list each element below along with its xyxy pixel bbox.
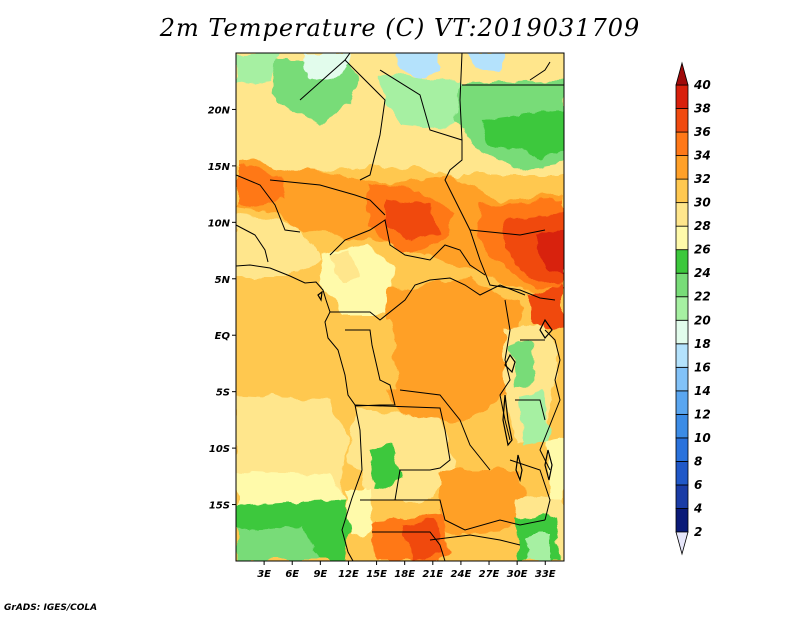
colorbar-bin [675, 249, 689, 274]
lon-tick-label: 33E [535, 569, 556, 580]
colorbar-tick-label: 32 [694, 172, 711, 186]
colorbar-tick-label: 12 [694, 407, 711, 421]
lon-tick-label: 24E [451, 569, 472, 580]
colorbar-bin [675, 155, 689, 180]
colorbar-bin [675, 343, 689, 368]
map-title: 2m Temperature (C) VT:2019031709 [159, 14, 641, 42]
grads-credit: GrADS: IGES/COLA [4, 603, 98, 613]
colorbar-tick-label: 28 [694, 219, 711, 233]
colorbar-tick-label: 38 [694, 102, 711, 116]
lat-tick-label: 20N [208, 105, 231, 116]
colorbar-under-triangle [675, 531, 689, 556]
colorbar-bin [675, 178, 689, 204]
plot-frame [235, 52, 565, 562]
colorbar-tick-label: 6 [694, 478, 702, 492]
lon-tick-label: 27E [479, 569, 500, 580]
colorbar-tick-label: 10 [694, 431, 711, 445]
colorbar-bin [675, 202, 689, 227]
colorbar-bin [675, 84, 689, 109]
colorbar-tick-label: 26 [694, 243, 711, 257]
lon-tick-label: 3E [257, 569, 271, 580]
colorbar-tick-label: 18 [694, 337, 711, 351]
latitude-axis: 20N 15N 10N 5N EQ 5S 10S 15S [208, 105, 236, 512]
colorbar-tick-label: 24 [694, 266, 711, 280]
lat-tick-label: 10S [209, 444, 230, 455]
colorbar-bin [675, 272, 689, 298]
colorbar-bin [675, 366, 689, 392]
colorbar-bin [675, 225, 689, 251]
colorbar-bin [675, 108, 689, 133]
colorbar-tick-label: 14 [694, 384, 711, 398]
colorbar-bin [675, 461, 689, 486]
colorbar-tick-label: 22 [694, 290, 711, 304]
lat-tick-label: 10N [208, 218, 231, 229]
colorbar-bin [675, 319, 689, 345]
colorbar-bin [675, 437, 689, 462]
temperature-field [236, 53, 564, 561]
lat-tick-label: 5S [216, 388, 230, 399]
lon-tick-label: 18E [394, 569, 415, 580]
colorbar-bin [675, 508, 689, 533]
longitude-axis: 3E 6E 9E 12E 15E 18E 21E 24E 27E 30E 33E [257, 561, 556, 580]
lon-tick-label: 9E [313, 569, 327, 580]
lon-tick-label: 30E [507, 569, 528, 580]
lat-tick-label: 5N [215, 275, 231, 286]
colorbar-tick-label: 40 [693, 78, 711, 92]
colorbar-tick-label: 34 [694, 149, 711, 163]
colorbar-tick-label: 8 [694, 454, 702, 468]
lon-tick-label: 6E [285, 569, 299, 580]
colorbar-tick-label: 16 [694, 360, 711, 374]
colorbar-bin [675, 390, 689, 415]
lat-tick-label: 15N [208, 162, 231, 173]
colorbar-over-triangle [675, 61, 689, 86]
colorbar-tick-label: 2 [694, 525, 702, 539]
colorbar-tick-label: 20 [694, 313, 711, 327]
lon-tick-label: 15E [366, 569, 387, 580]
colorbar-tick-label: 4 [693, 501, 702, 515]
lon-tick-label: 21E [422, 569, 443, 580]
colorbar-bin [675, 413, 689, 439]
lat-tick-label: 15S [209, 501, 230, 512]
country-borders [236, 53, 564, 561]
lon-tick-label: 12E [338, 569, 359, 580]
colorbar-bin [675, 296, 689, 321]
colorbar-tick-label: 30 [694, 196, 711, 210]
colorbar-bin [675, 484, 689, 509]
colorbar-bin [675, 131, 689, 156]
lat-tick-label: EQ [215, 331, 231, 342]
lakes [317, 290, 553, 483]
colorbar-tick-label: 36 [694, 125, 711, 139]
